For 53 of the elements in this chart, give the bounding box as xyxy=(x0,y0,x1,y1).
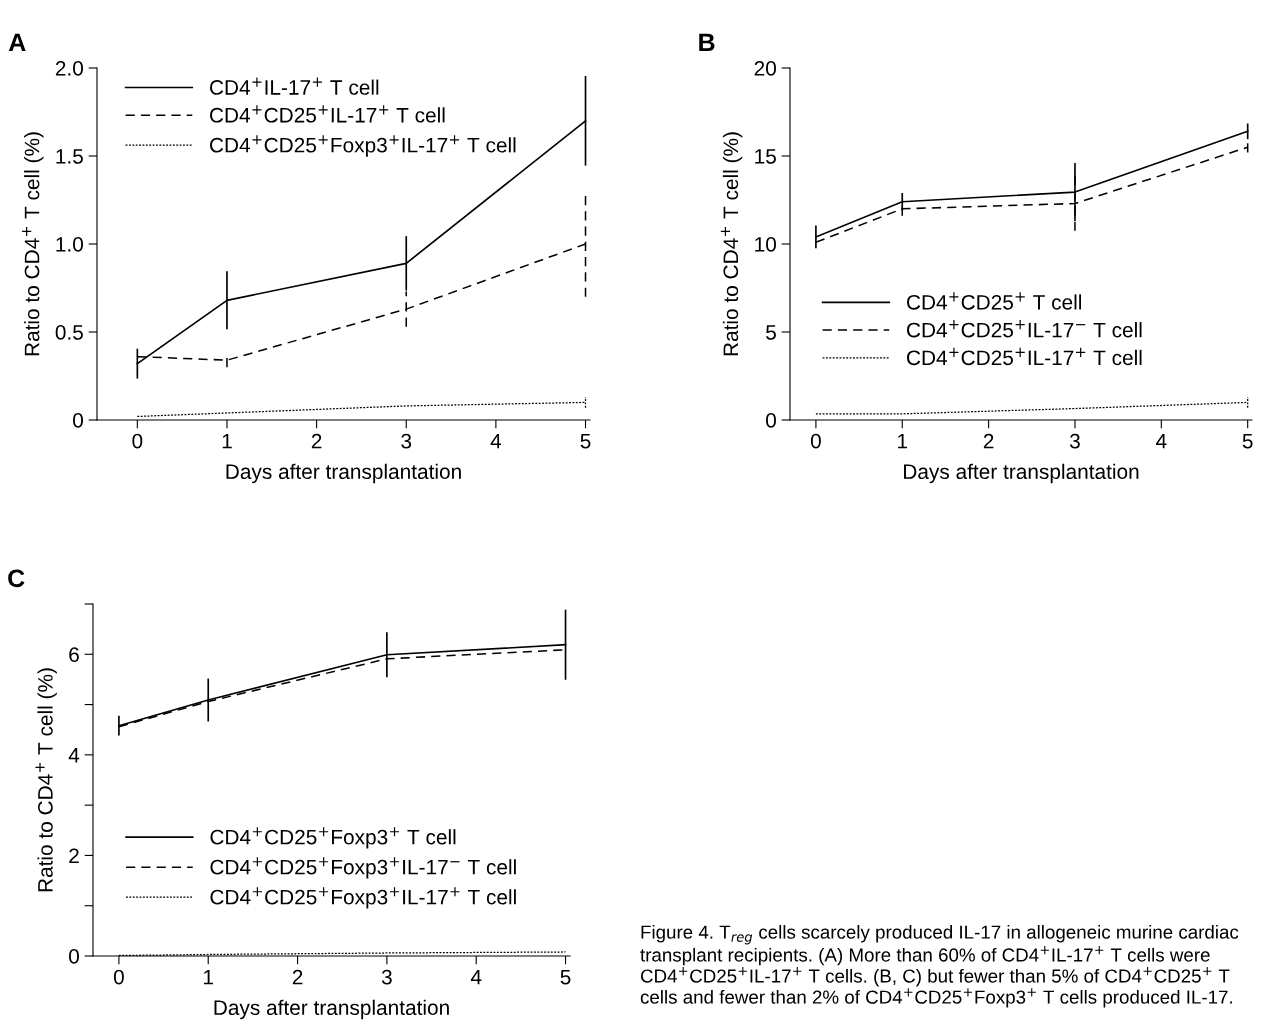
text: Figure 4. T$_{reg}$ cells scarcely produced IL-17 in allogeneic murine cardiac transplant recipients. (A) More than 60% of CD4$^{+}$IL-17$^{+}$ T cells were CD4$^{+}$CD25$^{+}$IL-17$^{+}$ T cells. (B, C) but fewer than 5% of CD4$^{+}$CD25$^{+}$ T cells and fewer than 2% of CD4$^{+}$CD25$^{+}$Foxp3$^{+}$ T cells produced IL-17. xyxy=(640,925,1239,1008)
line-series xyxy=(136,401,587,418)
y-tick-label: 15 xyxy=(755,149,776,164)
legend-label: CD4$^{+}$IL-17$^{+}$ T cell xyxy=(210,77,379,95)
y-tick-label: 2 xyxy=(69,848,79,863)
x-tick-label: 2 xyxy=(983,433,994,449)
line-series xyxy=(815,146,1249,244)
legend-label: CD4$^{+}$CD25$^{+}$IL-17$^{+}$ T cell xyxy=(210,105,445,123)
y-tick-label: 0.5 xyxy=(55,325,83,340)
x-tick-label: 0 xyxy=(132,433,143,449)
legend-label: CD4$^{+}$CD25$^{+}$Foxp3$^{+}$ T cell xyxy=(210,827,456,849)
text: CD4$^{+}$CD25$^{+}$Foxp3$^{+}$IL-17$^{+}$ T cell xyxy=(210,887,516,909)
x-tick-label: 2 xyxy=(292,969,303,985)
chart-title: C xyxy=(8,569,25,588)
y-tick-label: 2.0 xyxy=(55,61,83,76)
x-tick-label: 4 xyxy=(1156,433,1167,449)
x-tick-label: 3 xyxy=(381,969,392,985)
x-axis-title: Days after transplantation xyxy=(226,463,461,484)
legend-label: CD4$^{+}$CD25$^{+}$IL-17$^{−}$ T cell xyxy=(907,320,1142,338)
y-tick-label: 0 xyxy=(69,949,79,964)
x-tick-label: 0 xyxy=(810,433,821,449)
x-tick-label: 5 xyxy=(560,969,571,985)
y-tick-label: 0 xyxy=(766,413,776,428)
y-tick-label: 1.0 xyxy=(56,237,83,252)
x-tick-label: 1 xyxy=(898,433,908,449)
text: CD4$^{+}$CD25$^{+}$Foxp3$^{+}$IL-17$^{−}$ T cell xyxy=(210,857,516,879)
y-tick-label: 4 xyxy=(68,748,80,763)
y-tick-label: 6 xyxy=(69,647,79,663)
x-tick-label: 4 xyxy=(490,433,502,449)
y-tick-label: 10 xyxy=(755,237,776,252)
x-axis-title: Days after transplantation xyxy=(214,999,449,1020)
x-tick-label: 3 xyxy=(401,433,412,449)
x-tick-label: 2 xyxy=(311,433,322,449)
y-tick-label: 20 xyxy=(754,61,776,76)
legend-label: CD4$^{+}$CD25$^{+}$IL-17$^{+}$ T cell xyxy=(907,347,1142,366)
y-axis-title: Ratio to CD4$^{+}$ T cell (%) xyxy=(720,132,743,356)
y-tick-label: 0 xyxy=(73,413,83,428)
text: CD4$^{+}$CD25$^{+}$Foxp3$^{+}$IL-17$^{+}$ T cell xyxy=(210,135,516,157)
chart-title: A xyxy=(8,33,26,51)
x-tick-label: 1 xyxy=(204,969,214,985)
chart-title: B xyxy=(699,33,715,51)
x-tick-label: 5 xyxy=(1242,433,1253,449)
y-tick-label: 5 xyxy=(766,325,776,340)
legend-label: CD4$^{+}$CD25$^{+}$ T cell xyxy=(907,292,1082,310)
y-tick-label: 1.5 xyxy=(56,149,83,164)
y-axis-title: Ratio to CD4$^{+}$ T cell (%) xyxy=(22,132,44,356)
x-tick-label: 3 xyxy=(1069,433,1080,449)
x-tick-label: 5 xyxy=(580,433,591,449)
x-axis-title: Days after transplantation xyxy=(904,463,1139,484)
x-tick-label: 4 xyxy=(470,969,482,985)
x-tick-label: 0 xyxy=(113,969,124,985)
x-tick-label: 1 xyxy=(222,433,232,449)
y-axis-title: Ratio to CD4$^{+}$ T cell (%) xyxy=(35,668,57,892)
